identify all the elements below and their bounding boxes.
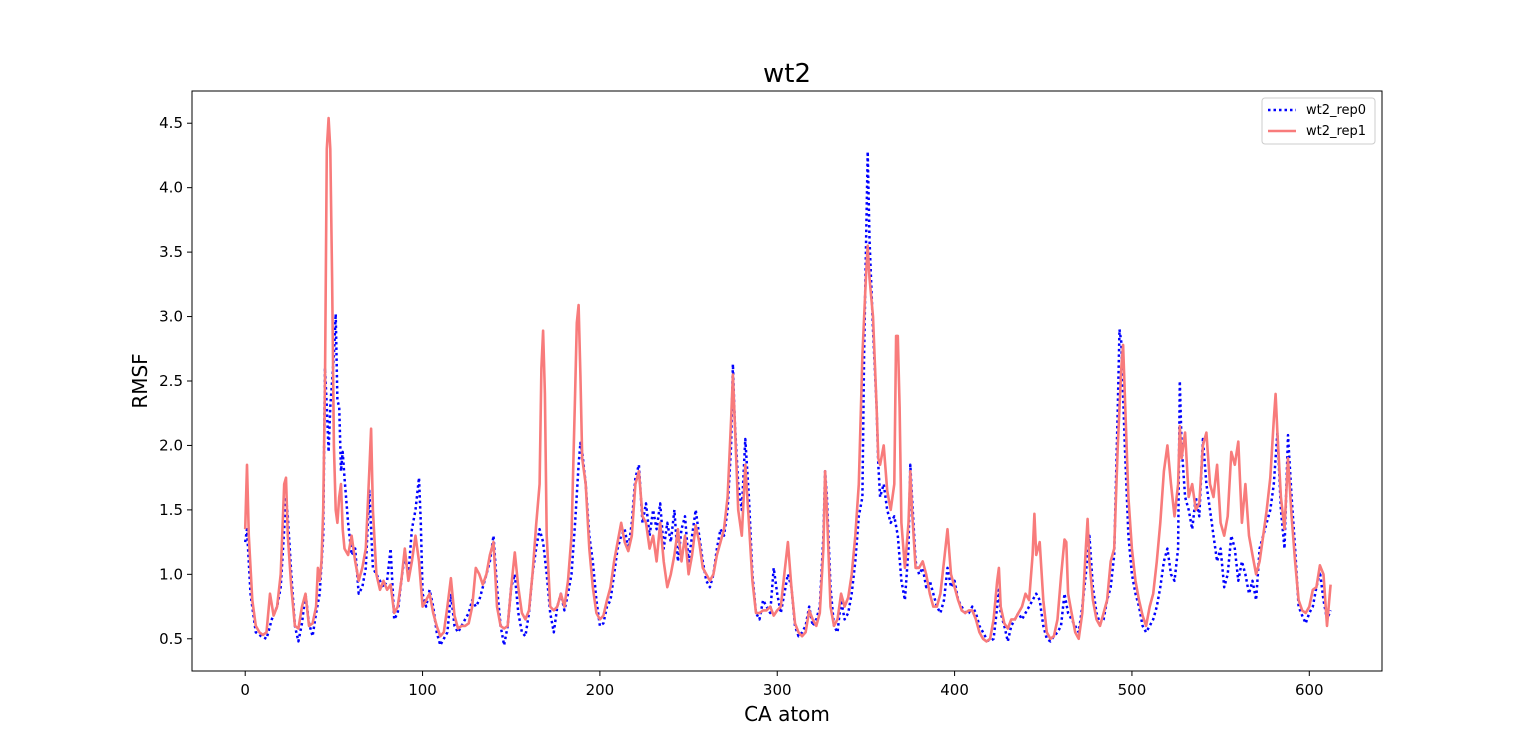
x-tick-label: 600 [1295,681,1324,699]
x-tick-label: 200 [586,681,615,699]
y-tick-label: 3.0 [159,308,183,326]
y-tick-label: 1.5 [159,501,183,519]
y-axis: 0.5 1.0 1.5 2.0 2.5 3.0 3.5 4.0 4.5 [159,114,192,648]
y-tick-label: 2.0 [159,436,183,454]
y-tick-label: 1.0 [159,565,183,583]
y-tick-label: 2.5 [159,372,183,390]
chart-title: wt2 [763,59,811,89]
y-tick-label: 3.5 [159,243,183,261]
x-axis: 0 100 200 300 400 500 600 [240,671,1324,699]
x-tick-label: 0 [240,681,250,699]
x-axis-label: CA atom [744,702,830,726]
y-tick-label: 4.0 [159,179,183,197]
y-axis-label: RMSF [128,353,152,408]
y-tick-label: 4.5 [159,114,183,132]
series-layer [243,116,1332,647]
legend: wt2_rep0 wt2_rep1 [1261,97,1376,145]
x-tick-label: 100 [408,681,437,699]
legend-label-wt2-rep1: wt2_rep1 [1306,124,1366,139]
y-tick-label: 0.5 [159,630,183,648]
x-tick-label: 500 [1118,681,1147,699]
x-tick-label: 300 [763,681,792,699]
series-line-wt2-rep1 [243,116,1332,643]
x-tick-label: 400 [940,681,969,699]
legend-label-wt2-rep0: wt2_rep0 [1306,103,1366,118]
